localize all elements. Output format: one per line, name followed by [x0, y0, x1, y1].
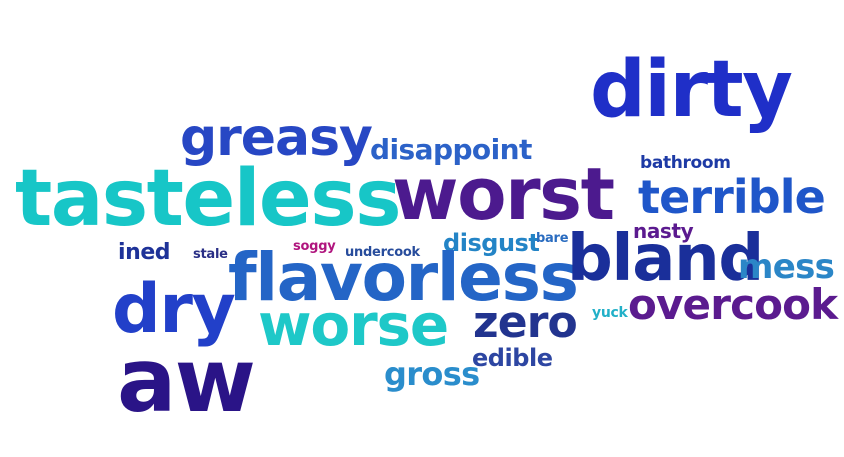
word-terrible: terrible [638, 170, 826, 224]
word-gross: gross [384, 355, 480, 393]
word-disappoint: disappoint [370, 133, 532, 166]
word-dirty: dirty [590, 45, 793, 135]
word-edible: edible [472, 344, 553, 372]
word-nasty: nasty [633, 219, 694, 243]
word-yuck: yuck [592, 305, 628, 321]
word-tasteless: tasteless [15, 154, 402, 244]
word-bland: bland [567, 222, 764, 296]
word-worst: worst [392, 152, 615, 236]
word-flavorless: flavorless [228, 239, 579, 316]
word-bathroom: bathroom [640, 153, 731, 173]
word-mess: mess [738, 247, 835, 287]
word-zero: zero [473, 297, 578, 348]
word-stale: stale [193, 247, 228, 262]
word-disgust: disgust [443, 229, 540, 257]
word-undercook: undercook [345, 245, 420, 260]
word-ined: ined [118, 240, 171, 265]
word-worse: worse [258, 291, 449, 359]
word-aw: aw [117, 329, 256, 432]
word-greasy: greasy [180, 108, 373, 168]
word-overcook: overcook [628, 280, 838, 329]
word-dry: dry [112, 270, 236, 349]
word-soggy: soggy [293, 239, 336, 254]
word-bare: bare [536, 231, 569, 246]
